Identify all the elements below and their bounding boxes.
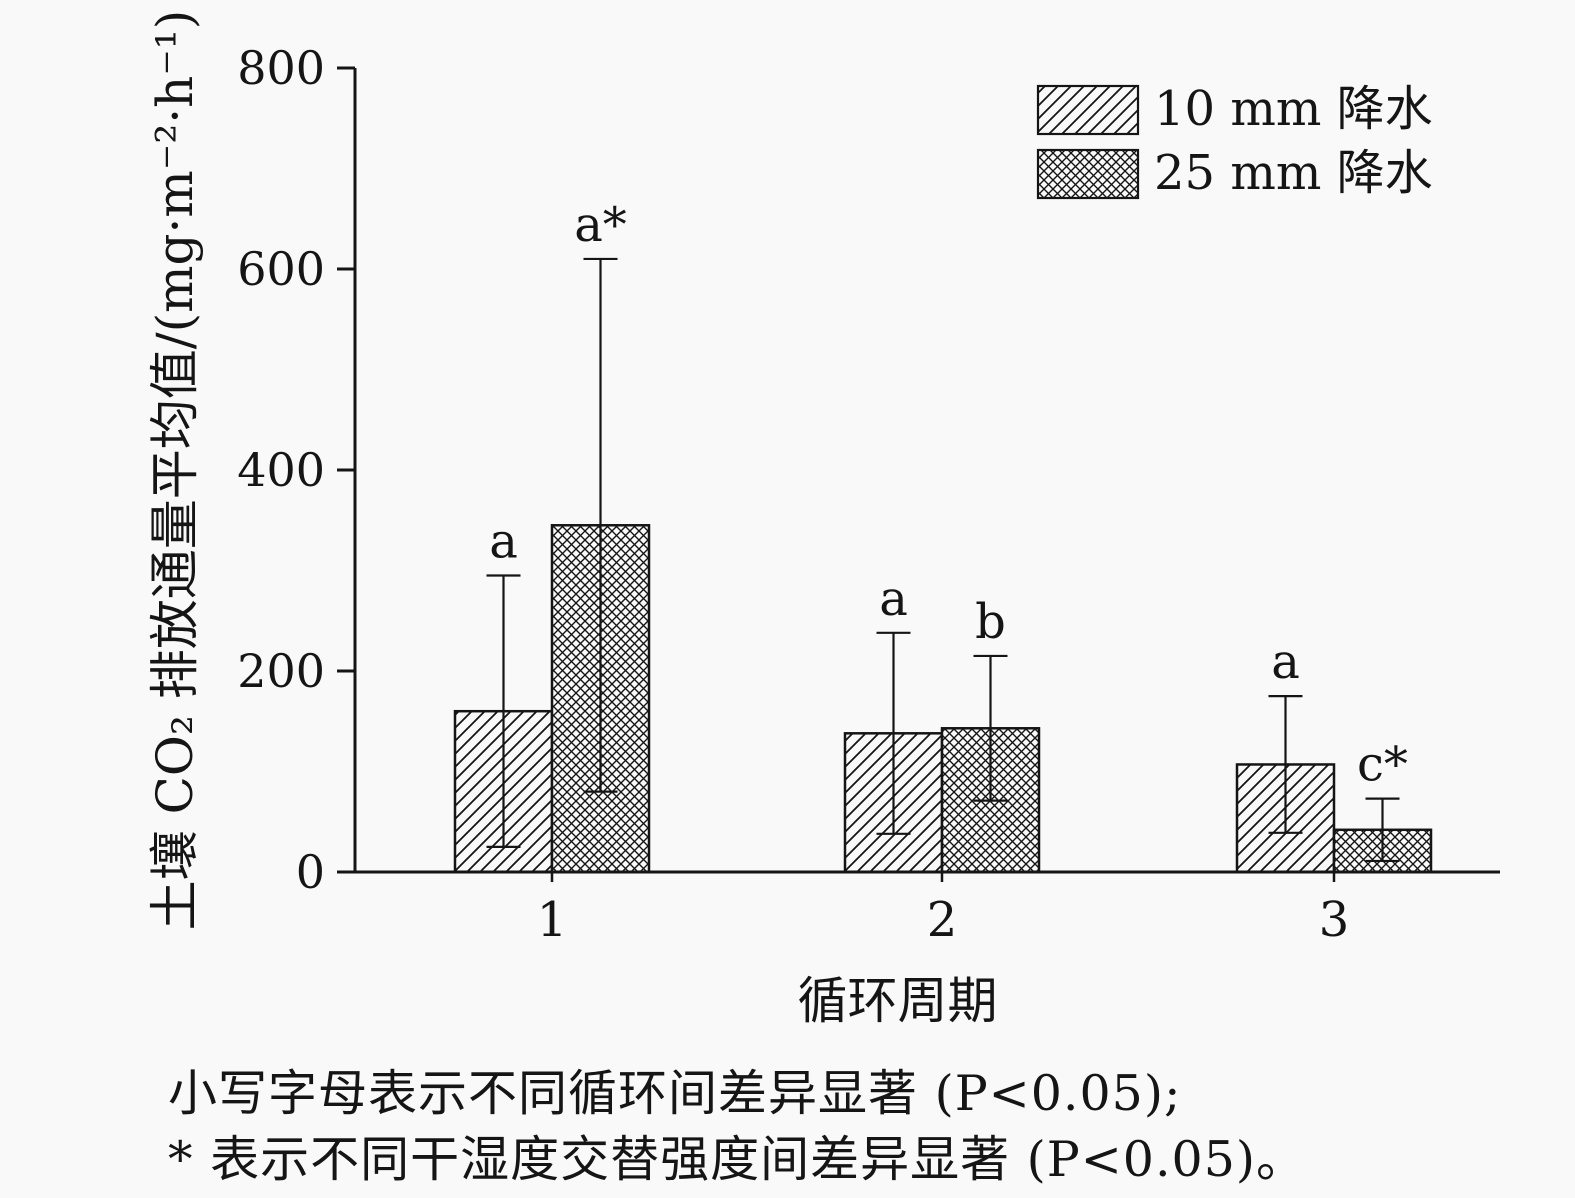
x-tick-label: 1 — [537, 892, 568, 948]
x-tick-label: 3 — [1319, 892, 1350, 948]
significance-label: c* — [1357, 737, 1408, 793]
legend-label: 10 mm 降水 — [1154, 81, 1433, 137]
footnote-significance-asterisk: * 表示不同干湿度交替强度间差异显著 (P<0.05)。 — [168, 1131, 1307, 1188]
significance-label: b — [975, 594, 1006, 650]
x-axis-title: 循环周期 — [798, 972, 998, 1030]
y-tick-label: 400 — [237, 443, 325, 497]
significance-label: a* — [574, 197, 627, 253]
y-axis-title: 土壤 CO₂ 排放通量平均值/(mg·m⁻²·h⁻¹) — [146, 10, 204, 931]
legend-swatch-diagonal — [1036, 84, 1140, 136]
y-tick-label: 200 — [237, 644, 325, 698]
significance-label: a — [1271, 634, 1300, 690]
y-tick-label: 800 — [237, 41, 325, 95]
significance-label: a — [489, 514, 518, 570]
legend-swatch-crosshatch — [1036, 148, 1140, 200]
significance-label: a — [879, 571, 908, 627]
footnote-significance-letters: 小写字母表示不同循环间差异显著 (P<0.05); — [168, 1065, 1182, 1122]
x-tick-label: 2 — [927, 892, 958, 948]
y-tick-label: 600 — [237, 242, 325, 296]
y-tick-label: 0 — [296, 845, 325, 899]
legend-label: 25 mm 降水 — [1154, 145, 1433, 201]
